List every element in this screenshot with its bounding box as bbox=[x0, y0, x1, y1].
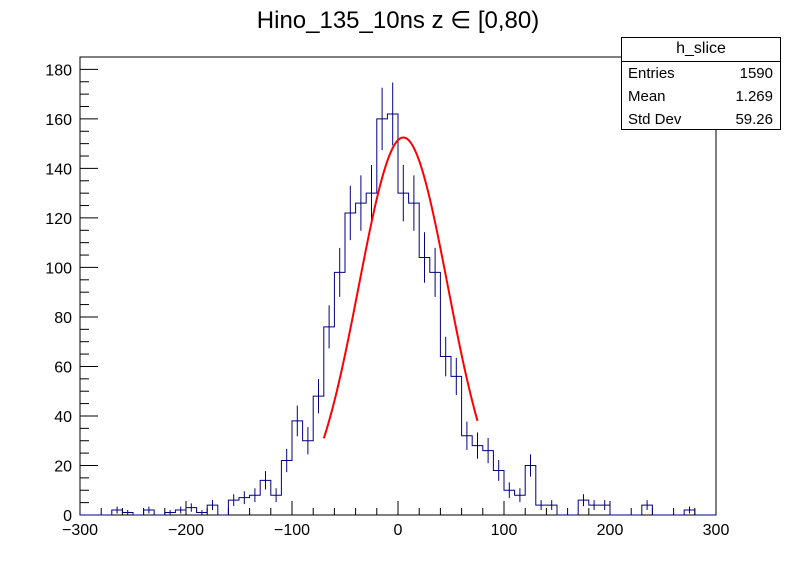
chart-title: Hino_135_10ns z ∈ [0,80) bbox=[256, 7, 540, 34]
stats-row-mean: Mean 1.269 bbox=[622, 86, 780, 108]
stats-box: h_slice Entries 1590 Mean 1.269 Std Dev … bbox=[621, 37, 781, 130]
y-tick-label: 60 bbox=[54, 359, 72, 376]
stats-value: 1590 bbox=[739, 65, 773, 82]
stats-label: Std Dev bbox=[628, 111, 682, 128]
stats-value: 59.26 bbox=[735, 111, 773, 128]
stats-label: Entries bbox=[628, 65, 675, 82]
x-tick-label: 100 bbox=[491, 522, 518, 539]
x-tick-label: −100 bbox=[274, 522, 310, 539]
y-axis-tick-labels: 0 20 40 60 80 100 120 140 160 180 bbox=[45, 62, 72, 525]
y-tick-label: 100 bbox=[45, 260, 72, 277]
x-tick-label: 0 bbox=[394, 522, 403, 539]
y-tick-label: 160 bbox=[45, 112, 72, 129]
y-tick-label: 40 bbox=[54, 409, 72, 426]
stats-value: 1.269 bbox=[735, 88, 773, 105]
error-bars bbox=[116, 82, 690, 515]
y-tick-label: 80 bbox=[54, 310, 72, 327]
histogram-outline bbox=[80, 113, 716, 516]
x-tick-label: 200 bbox=[597, 522, 624, 539]
x-tick-label: −300 bbox=[62, 522, 98, 539]
gaussian-fit-curve bbox=[322, 136, 479, 439]
y-tick-label: 0 bbox=[63, 508, 72, 525]
x-tick-label: 300 bbox=[703, 522, 730, 539]
x-tick-label: −200 bbox=[168, 522, 204, 539]
stats-label: Mean bbox=[628, 88, 666, 105]
y-tick-label: 120 bbox=[45, 211, 72, 228]
stats-row-stddev: Std Dev 59.26 bbox=[622, 109, 780, 131]
x-axis-tick-labels: −300 −200 −100 0 100 200 300 bbox=[62, 522, 729, 539]
y-tick-label: 180 bbox=[45, 62, 72, 79]
y-tick-label: 140 bbox=[45, 161, 72, 178]
y-tick-label: 20 bbox=[54, 458, 72, 475]
stats-box-title: h_slice bbox=[622, 38, 780, 62]
stats-row-entries: Entries 1590 bbox=[622, 63, 780, 85]
